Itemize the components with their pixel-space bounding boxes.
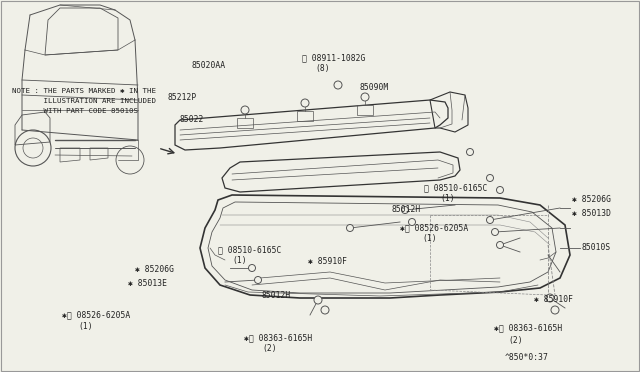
Text: ✱ 85206G: ✱ 85206G — [135, 266, 174, 275]
Circle shape — [486, 174, 493, 182]
Circle shape — [255, 276, 262, 283]
Text: Ⓢ 08510-6165C: Ⓢ 08510-6165C — [424, 183, 488, 192]
Circle shape — [314, 296, 322, 304]
Text: WITH PART CODE 85010S: WITH PART CODE 85010S — [12, 108, 138, 114]
Text: (1): (1) — [78, 321, 93, 330]
Text: ✱Ⓢ 08526-6205A: ✱Ⓢ 08526-6205A — [400, 224, 468, 232]
Text: (2): (2) — [262, 343, 276, 353]
Circle shape — [497, 241, 504, 248]
Circle shape — [467, 148, 474, 155]
Circle shape — [334, 81, 342, 89]
Text: ✱ 85013D: ✱ 85013D — [572, 209, 611, 218]
Text: ✱ 85013E: ✱ 85013E — [128, 279, 167, 289]
Text: (2): (2) — [508, 336, 523, 344]
Circle shape — [408, 218, 415, 225]
Text: ✱Ⓢ 08363-6165H: ✱Ⓢ 08363-6165H — [494, 324, 563, 333]
Text: 85012H: 85012H — [392, 205, 421, 215]
Text: ✱ 85910F: ✱ 85910F — [308, 257, 347, 266]
Circle shape — [497, 186, 504, 193]
Text: ✱ 85910F: ✱ 85910F — [534, 295, 573, 305]
Text: 85010S: 85010S — [582, 244, 611, 253]
Text: (1): (1) — [232, 256, 246, 264]
Text: NOTE : THE PARTS MARKED ✱ IN THE: NOTE : THE PARTS MARKED ✱ IN THE — [12, 88, 156, 94]
Circle shape — [241, 106, 249, 114]
Circle shape — [346, 224, 353, 231]
Text: 85090M: 85090M — [360, 83, 389, 93]
Circle shape — [492, 228, 499, 235]
Text: 85020AA: 85020AA — [192, 61, 226, 71]
Circle shape — [248, 264, 255, 272]
Circle shape — [546, 294, 554, 302]
Text: ✱Ⓢ 08363-6165H: ✱Ⓢ 08363-6165H — [244, 334, 312, 343]
Text: 85022: 85022 — [180, 115, 204, 125]
Text: 85212P: 85212P — [168, 93, 197, 103]
Text: ✱Ⓢ 08526-6205A: ✱Ⓢ 08526-6205A — [62, 311, 131, 320]
Circle shape — [401, 206, 408, 214]
Text: ILLUSTRATION ARE INCLUDED: ILLUSTRATION ARE INCLUDED — [12, 98, 156, 104]
Text: (8): (8) — [315, 64, 330, 73]
Circle shape — [321, 306, 329, 314]
Text: (1): (1) — [422, 234, 436, 243]
Text: Ⓢ 08510-6165C: Ⓢ 08510-6165C — [218, 246, 282, 254]
Text: 85012H: 85012H — [262, 291, 291, 299]
Text: (1): (1) — [440, 193, 454, 202]
Circle shape — [361, 93, 369, 101]
Text: ^850*0:37: ^850*0:37 — [505, 353, 549, 362]
Text: Ⓝ 08911-1082G: Ⓝ 08911-1082G — [302, 54, 365, 62]
Text: ✱ 85206G: ✱ 85206G — [572, 196, 611, 205]
Circle shape — [301, 99, 309, 107]
Circle shape — [551, 306, 559, 314]
Circle shape — [486, 217, 493, 224]
